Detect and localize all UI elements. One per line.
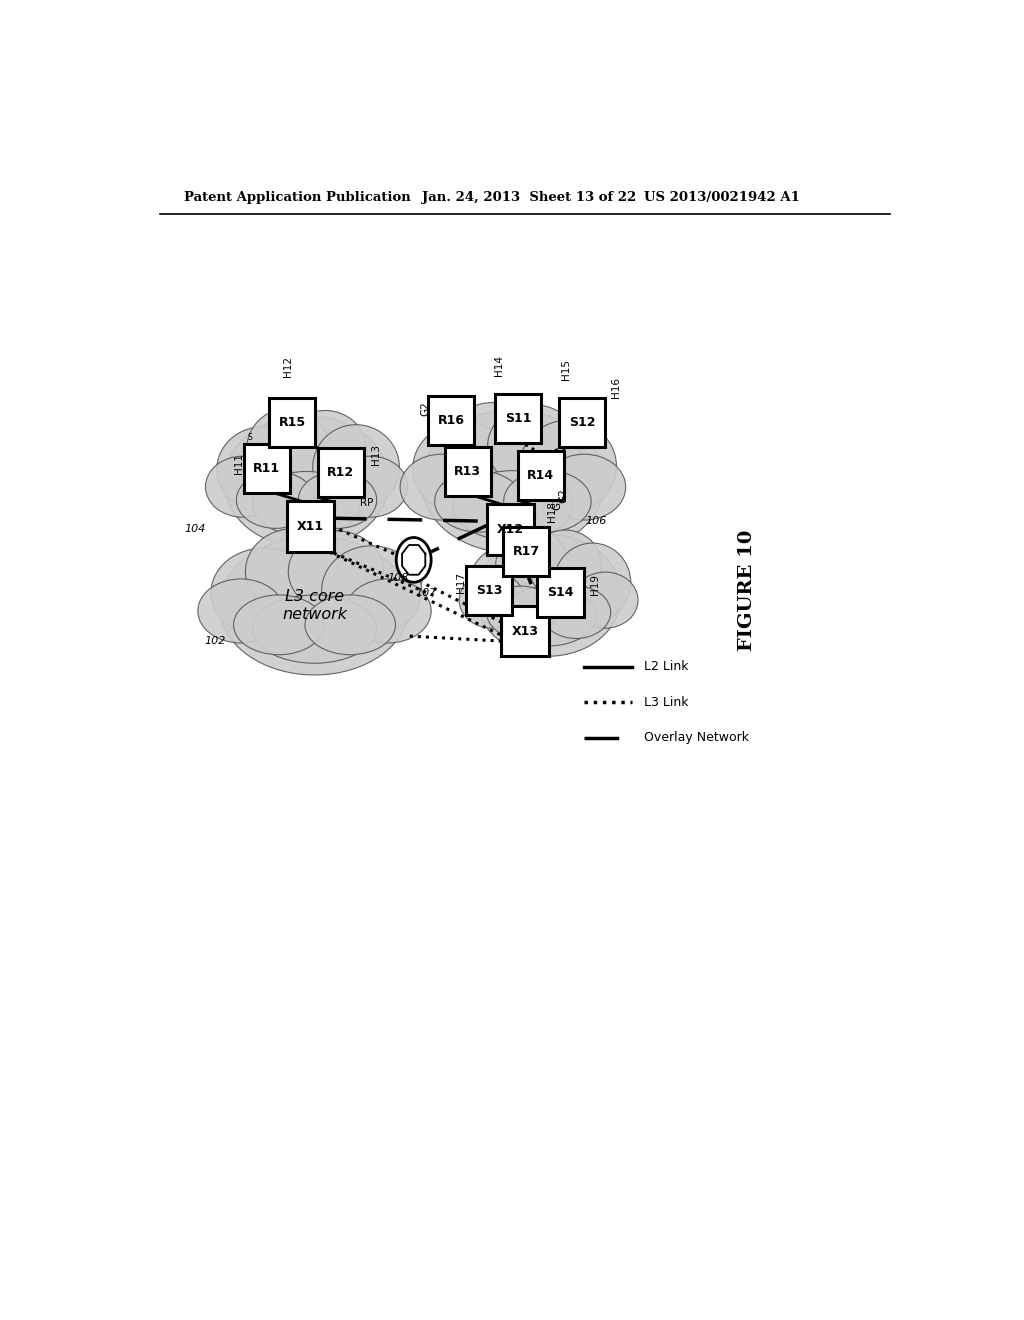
FancyBboxPatch shape: [496, 395, 542, 444]
Ellipse shape: [459, 572, 525, 628]
Ellipse shape: [486, 586, 556, 639]
Text: 106: 106: [586, 516, 607, 527]
Ellipse shape: [469, 545, 551, 623]
Ellipse shape: [496, 528, 568, 603]
Text: RP: RP: [360, 498, 374, 508]
Ellipse shape: [487, 405, 580, 488]
Text: Overlay Network: Overlay Network: [644, 731, 749, 744]
Text: H13: H13: [371, 444, 381, 465]
Text: S: S: [247, 433, 252, 442]
FancyBboxPatch shape: [486, 504, 535, 554]
Text: R13: R13: [455, 465, 481, 478]
Ellipse shape: [198, 579, 284, 643]
FancyBboxPatch shape: [466, 566, 512, 615]
Text: R14: R14: [527, 469, 554, 482]
Text: R15: R15: [279, 416, 306, 429]
Ellipse shape: [284, 411, 367, 487]
Text: L3 Link: L3 Link: [644, 696, 688, 709]
Ellipse shape: [572, 572, 638, 628]
Text: G2: G2: [421, 401, 431, 416]
FancyBboxPatch shape: [287, 500, 334, 552]
FancyBboxPatch shape: [317, 447, 364, 496]
FancyBboxPatch shape: [244, 444, 290, 492]
Text: R17: R17: [513, 545, 540, 558]
Text: H19: H19: [590, 574, 600, 595]
Text: 107: 107: [416, 589, 437, 598]
Text: H16: H16: [611, 376, 622, 397]
Ellipse shape: [542, 586, 610, 639]
Text: US 2013/0021942 A1: US 2013/0021942 A1: [644, 190, 800, 203]
Text: R12: R12: [327, 466, 354, 479]
Ellipse shape: [528, 531, 601, 601]
FancyBboxPatch shape: [501, 606, 549, 656]
Ellipse shape: [453, 471, 572, 541]
FancyBboxPatch shape: [269, 399, 315, 447]
Text: R11: R11: [253, 462, 281, 475]
Text: Jan. 24, 2013  Sheet 13 of 22: Jan. 24, 2013 Sheet 13 of 22: [422, 190, 636, 203]
Ellipse shape: [246, 529, 341, 614]
Text: L3 core
network: L3 core network: [282, 590, 347, 622]
Ellipse shape: [421, 411, 605, 553]
Text: 102: 102: [205, 636, 226, 647]
Text: G2: G2: [558, 488, 568, 503]
Ellipse shape: [219, 536, 410, 675]
Ellipse shape: [224, 416, 389, 548]
Ellipse shape: [253, 595, 377, 663]
Ellipse shape: [206, 457, 280, 517]
Text: H12: H12: [284, 356, 293, 378]
Ellipse shape: [247, 408, 330, 490]
Ellipse shape: [413, 422, 516, 515]
Ellipse shape: [334, 457, 408, 517]
Text: H15: H15: [561, 359, 571, 380]
FancyBboxPatch shape: [444, 447, 490, 496]
Circle shape: [396, 537, 431, 582]
Ellipse shape: [400, 454, 483, 520]
Text: S14: S14: [547, 586, 573, 599]
Ellipse shape: [298, 471, 377, 528]
Text: X11: X11: [297, 520, 324, 533]
Text: H11: H11: [234, 453, 244, 474]
FancyBboxPatch shape: [428, 396, 474, 445]
Text: H18: H18: [547, 500, 557, 521]
Text: S12: S12: [568, 416, 595, 429]
Ellipse shape: [434, 471, 522, 532]
Text: S13: S13: [476, 583, 503, 597]
FancyBboxPatch shape: [504, 528, 550, 576]
Text: 108: 108: [387, 573, 409, 583]
FancyBboxPatch shape: [559, 399, 605, 447]
Text: FIGURE 10: FIGURE 10: [738, 529, 756, 651]
Ellipse shape: [289, 531, 384, 612]
Text: Patent Application Publication: Patent Application Publication: [183, 190, 411, 203]
Text: H17: H17: [456, 572, 466, 593]
Ellipse shape: [446, 403, 539, 491]
Ellipse shape: [312, 425, 399, 510]
Ellipse shape: [305, 595, 395, 655]
Ellipse shape: [322, 546, 422, 635]
Ellipse shape: [520, 420, 616, 512]
Ellipse shape: [501, 586, 596, 645]
Text: L2 Link: L2 Link: [644, 660, 688, 673]
Ellipse shape: [543, 454, 626, 520]
Ellipse shape: [233, 595, 324, 655]
Text: G1: G1: [552, 495, 562, 511]
Ellipse shape: [554, 543, 631, 622]
Text: X12: X12: [497, 523, 524, 536]
Text: 104: 104: [184, 524, 206, 535]
Text: X13: X13: [511, 624, 539, 638]
FancyBboxPatch shape: [518, 451, 563, 500]
Text: S11: S11: [505, 412, 531, 425]
Ellipse shape: [253, 471, 360, 536]
Ellipse shape: [504, 471, 591, 532]
Text: H14: H14: [494, 355, 504, 376]
Ellipse shape: [345, 579, 431, 643]
FancyBboxPatch shape: [538, 568, 584, 616]
Ellipse shape: [237, 471, 314, 528]
Ellipse shape: [211, 548, 318, 638]
Text: R16: R16: [437, 414, 465, 428]
Ellipse shape: [217, 426, 309, 512]
Ellipse shape: [475, 535, 622, 656]
